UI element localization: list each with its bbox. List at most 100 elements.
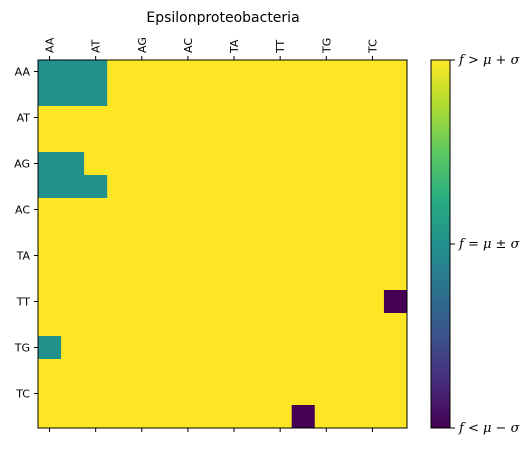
heatmap-cell-r10-c3 [107,290,131,314]
heatmap-cell-r15-c1 [61,405,85,429]
y-tick-label-AG: AG [14,158,30,171]
heatmap-cell-r9-c14 [360,267,385,291]
heatmap-cell-r12-c3 [107,336,131,360]
x-tick-label-AT: AT [90,39,103,53]
heatmap-cell-r0-c1 [61,60,85,84]
heatmap-cell-r6-c13 [337,198,362,222]
heatmap-cell-r12-c6 [176,336,200,360]
heatmap-cell-r14-c11 [291,382,316,406]
heatmap-cell-r8-c9 [245,244,270,268]
heatmap-cell-r3-c1 [61,129,85,153]
colorbar: f > μ + σ f = μ ± σ f < μ − σ [430,53,521,436]
heatmap-cell-r8-c12 [314,244,339,268]
heatmap-cell-r0-c3 [107,60,131,84]
heatmap-cell-r1-c1 [61,83,85,107]
heatmap-cell-r14-c8 [222,382,246,406]
heatmap-cell-r15-c3 [107,405,131,429]
y-tick-label-TC: TC [15,388,30,401]
heatmap-cell-r13-c9 [245,359,270,383]
heatmap-cell-r0-c6 [176,60,200,84]
heatmap-cell-r13-c14 [360,359,385,383]
heatmap-cell-r8-c14 [360,244,385,268]
heatmap-cell-r4-c5 [153,152,177,176]
heatmap-cell-r0-c12 [314,60,339,84]
x-tick-label-TG: TG [320,38,333,54]
heatmap-cell-r7-c8 [222,221,246,245]
heatmap-cell-r12-c10 [268,336,293,360]
heatmap-cell-r12-c12 [314,336,339,360]
heatmap-cell-r9-c10 [268,267,293,291]
heatmap-cell-r11-c9 [245,313,270,337]
heatmap-cell-r3-c4 [130,129,154,153]
heatmap-cell-r8-c6 [176,244,200,268]
heatmap-cell-r9-c0 [38,267,62,291]
heatmap-cell-r14-c15 [383,382,408,406]
heatmap-cell-r3-c0 [38,129,62,153]
heatmap-cell-r8-c15 [383,244,408,268]
heatmap-cell-r4-c11 [291,152,316,176]
heatmap-cell-r8-c11 [291,244,316,268]
heatmap-cell-r14-c10 [268,382,293,406]
heatmap-cell-r3-c3 [107,129,131,153]
heatmap-cell-r12-c4 [130,336,154,360]
heatmap-cell-r13-c10 [268,359,293,383]
heatmap-cell-r15-c8 [222,405,246,429]
heatmap-cell-r2-c1 [61,106,85,130]
heatmap-cell-r2-c8 [222,106,246,130]
heatmap-cell-r12-c0 [38,336,62,360]
heatmap-cell-r1-c0 [38,83,62,107]
heatmap-cell-r7-c3 [107,221,131,245]
heatmap-cell-r3-c14 [360,129,385,153]
colorbar-label-high: f > μ + σ [458,53,521,68]
heatmap-cell-r4-c9 [245,152,270,176]
heatmap-cell-r6-c11 [291,198,316,222]
heatmap-cell-r3-c9 [245,129,270,153]
heatmap-cell-r0-c2 [84,60,108,84]
heatmap-cell-r0-c13 [337,60,362,84]
heatmap-cell-r2-c15 [383,106,408,130]
heatmap-cell-r7-c1 [61,221,85,245]
heatmap-cell-r4-c2 [84,152,108,176]
heatmap-cell-r7-c6 [176,221,200,245]
heatmap-cell-r7-c14 [360,221,385,245]
heatmap-cell-r6-c9 [245,198,270,222]
heatmap-cell-r5-c11 [291,175,316,199]
x-tick-label-AG: AG [136,37,149,53]
heatmap-cell-r13-c13 [337,359,362,383]
x-tick-label-TA: TA [228,39,241,54]
heatmap-cell-r1-c11 [291,83,316,107]
heatmap-cell-r11-c12 [314,313,339,337]
heatmap-cell-r14-c14 [360,382,385,406]
heatmap-cell-r9-c7 [199,267,223,291]
heatmap-cell-r2-c9 [245,106,270,130]
heatmap-cell-r9-c15 [383,267,408,291]
heatmap-cell-r4-c0 [38,152,62,176]
heatmap-cell-r12-c14 [360,336,385,360]
heatmap-cell-r10-c4 [130,290,154,314]
heatmap-cell-r6-c3 [107,198,131,222]
heatmap-cell-r11-c1 [61,313,85,337]
heatmap-cell-r8-c2 [84,244,108,268]
heatmap-cell-r1-c7 [199,83,223,107]
heatmap-cell-r10-c14 [360,290,385,314]
y-axis: AA AT AG AC TA TT TG TC [14,66,38,401]
heatmap-cell-r11-c7 [199,313,223,337]
plot-frame [37,59,408,429]
heatmap-cell-r3-c11 [291,129,316,153]
heatmap-cell-r2-c5 [153,106,177,130]
heatmap-cell-r11-c13 [337,313,362,337]
heatmap-cell-r14-c3 [107,382,131,406]
heatmap-cell-r5-c3 [107,175,131,199]
heatmap-cell-r7-c7 [199,221,223,245]
heatmap-cell-r4-c13 [337,152,362,176]
heatmap-cell-r1-c12 [314,83,339,107]
heatmap-cell-r12-c7 [199,336,223,360]
y-tick-label-TT: TT [16,296,31,309]
heatmap-cell-r15-c5 [153,405,177,429]
heatmap-cell-r9-c11 [291,267,316,291]
heatmap-cell-r0-c5 [153,60,177,84]
heatmap-cell-r2-c7 [199,106,223,130]
colorbar-label-mid: f = μ ± σ [458,237,521,252]
heatmap-cell-r7-c0 [38,221,62,245]
heatmap-cell-r15-c7 [199,405,223,429]
